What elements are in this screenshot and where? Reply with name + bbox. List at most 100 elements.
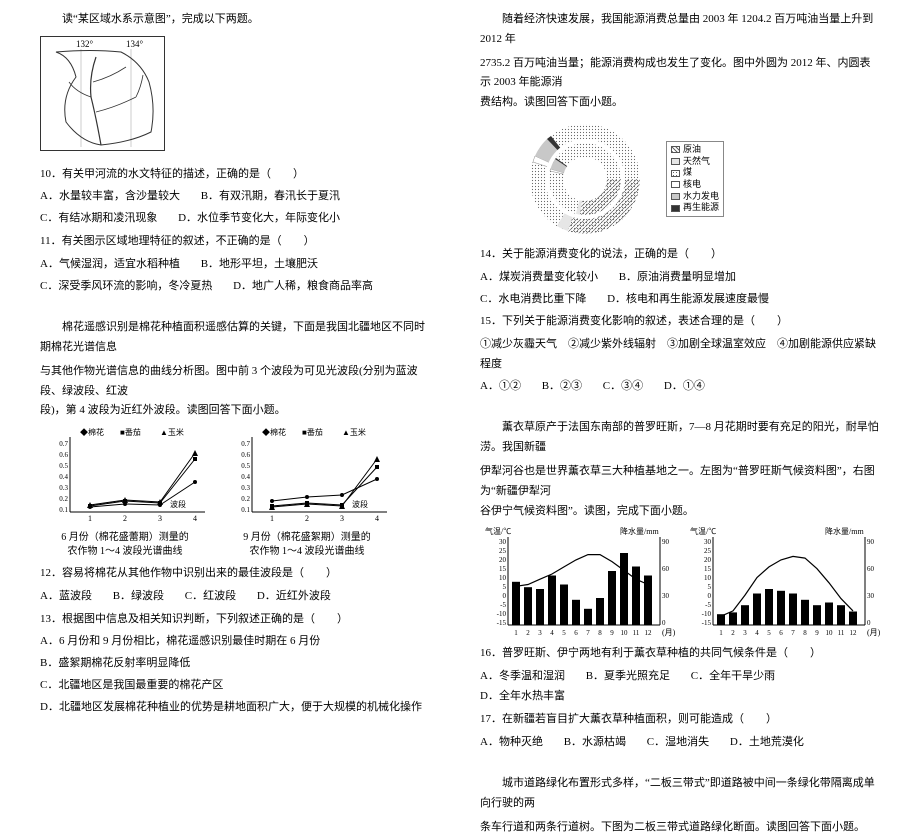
svg-text:气温/℃: 气温/℃ <box>485 526 511 536</box>
river-map-svg: 132° 134° <box>40 36 165 151</box>
r-intro3a: 城市道路绿化布置形式多样，“二板三带式”即道路被中间一条绿化带隔离成单向行驶的两 <box>480 774 880 814</box>
intro-1: 读“某区域水系示意图”，完成以下两题。 <box>40 10 430 30</box>
q14-cd: C．水电消费比重下降 D．核电和再生能源发展速度最慢 <box>480 290 880 310</box>
svg-text:降水量/mm: 降水量/mm <box>825 526 864 536</box>
climate-charts: 气温/℃ 降水量/mm -15-10-50 5101520 2530 03060… <box>480 525 880 640</box>
svg-text:0: 0 <box>708 592 712 600</box>
q16-a: A．冬季温和湿润 <box>480 667 565 687</box>
svg-text:4: 4 <box>375 514 379 522</box>
q13: 13．根据图中信息及相关知识判断，下列叙述正确的是（ ） <box>40 610 430 630</box>
q15-stems: ①减少灰霾天气 ②减少紫外线辐射 ③加剧全球温室效应 ④加剧能源供应紧缺程度 <box>480 335 880 375</box>
q11-d: D．地广人稀，粮食商品率高 <box>233 277 373 297</box>
svg-text:■番茄: ■番茄 <box>302 427 323 437</box>
svg-text:2: 2 <box>305 514 309 522</box>
intro-2a: 棉花遥感识别是棉花种植面积遥感估算的关键，下面是我国北疆地区不同时期棉花光谱信息 <box>40 318 430 358</box>
svg-text:0.4: 0.4 <box>241 473 250 481</box>
svg-text:◆棉花: ◆棉花 <box>80 427 104 437</box>
q11: 11．有关图示区域地理特征的叙述，不正确的是（ ） <box>40 232 430 252</box>
svg-text:1: 1 <box>719 629 723 637</box>
svg-text:9: 9 <box>610 629 614 637</box>
svg-text:8: 8 <box>598 629 602 637</box>
climate-provence-svg: 气温/℃ 降水量/mm -15-10-50 5101520 2530 03060… <box>480 525 675 640</box>
q16-c: C．全年干旱少雨 <box>691 667 775 687</box>
spectral-right: ◆棉花 ■番茄 ▲玉米 0.10.20.3 0.40.50.60.7 1234 <box>222 427 392 558</box>
q12-d: D．近红外波段 <box>257 587 331 607</box>
svg-text:-10: -10 <box>497 610 507 618</box>
svg-text:5: 5 <box>562 629 566 637</box>
spec-left-cap2: 农作物 1～4 波段光谱曲线 <box>40 546 210 558</box>
q14-d: D．核电和再生能源发展速度最慢 <box>607 290 769 310</box>
r-intro1b: 2735.2 百万吨油当量；能源消费构成也发生了变化。图中外圆为 2012 年、… <box>480 54 880 94</box>
q11-b: B．地形平坦，土壤肥沃 <box>201 255 318 275</box>
q13-d: D．北疆地区发展棉花种植业的优势是耕地面积广大，便于大规模的机械化操作 <box>40 698 430 718</box>
q14-ab: A．煤炭消费量变化较小 B．原油消费量明显增加 <box>480 268 880 288</box>
svg-text:0: 0 <box>503 592 507 600</box>
q14-c: C．水电消费比重下降 <box>480 290 586 310</box>
q11-opts-cd: C．深受季风环流的影响，冬冷夏热 D．地广人稀，粮食商品率高 <box>40 277 430 297</box>
svg-text:-5: -5 <box>500 601 506 609</box>
svg-text:20: 20 <box>499 556 507 564</box>
spec-right-cap1: 9 月份（棉花盛絮期）测量的 <box>222 532 392 544</box>
svg-text:波段: 波段 <box>170 499 186 509</box>
svg-text:30: 30 <box>867 592 875 600</box>
spectral-right-svg: ◆棉花 ■番茄 ▲玉米 0.10.20.3 0.40.50.60.7 1234 <box>222 427 392 522</box>
energy-donut-svg <box>510 119 660 239</box>
donut-figure: 原油 天然气 煤 核电 水力发电 再生能源 <box>510 119 880 239</box>
svg-text:0.3: 0.3 <box>59 484 68 492</box>
svg-text:6: 6 <box>574 629 578 637</box>
q12-b: B．绿波段 <box>113 587 164 607</box>
spec-left-cap1: 6 月份（棉花盛蕾期）测量的 <box>40 532 210 544</box>
svg-text:1: 1 <box>88 514 92 522</box>
svg-text:12: 12 <box>850 629 858 637</box>
spec-right-cap2: 农作物 1～4 波段光谱曲线 <box>222 546 392 558</box>
svg-text:15: 15 <box>704 565 712 573</box>
svg-text:6: 6 <box>779 629 783 637</box>
svg-text:0.7: 0.7 <box>59 440 68 448</box>
q15: 15．下列关于能源消费变化影响的叙述，表述合理的是（ ） <box>480 312 880 332</box>
r-intro2c: 谷伊宁气候资料图”。读图，完成下面小题。 <box>480 502 880 522</box>
map-figure: 132° 134° <box>40 36 430 159</box>
svg-text:0.4: 0.4 <box>59 473 68 481</box>
svg-text:0.1: 0.1 <box>241 506 250 514</box>
svg-text:30: 30 <box>499 538 507 546</box>
svg-text:(月): (月) <box>662 628 675 637</box>
svg-text:25: 25 <box>499 547 507 555</box>
svg-text:气温/℃: 气温/℃ <box>690 526 716 536</box>
right-column: 随着经济快速发展，我国能源消费总量由 2003 年 1204.2 百万吨油当量上… <box>480 10 880 641</box>
q10-b: B．有双汛期，春汛长于夏汛 <box>201 187 340 207</box>
svg-text:0.2: 0.2 <box>241 495 250 503</box>
q12: 12．容易将棉花从其他作物中识别出来的最佳波段是（ ） <box>40 564 430 584</box>
left-column: 读“某区域水系示意图”，完成以下两题。 132° 134° 10．有关甲河流的水… <box>40 10 430 641</box>
q14: 14．关于能源消费变化的说法，正确的是（ ） <box>480 245 880 265</box>
svg-text:2: 2 <box>731 629 735 637</box>
svg-text:7: 7 <box>586 629 590 637</box>
spectral-left: ◆棉花 ■番茄 ▲玉米 0.10.20.3 0.40.50.60.7 1234 <box>40 427 210 558</box>
q11-a: A．气候湿润，适宜水稻种植 <box>40 255 180 275</box>
svg-text:5: 5 <box>708 583 712 591</box>
svg-text:1: 1 <box>270 514 274 522</box>
q15-c: C．③④ <box>603 377 643 397</box>
svg-text:4: 4 <box>193 514 197 522</box>
svg-text:3: 3 <box>340 514 344 522</box>
q12-opts: A．蓝波段 B．绿波段 C．红波段 D．近红外波段 <box>40 587 430 607</box>
q10-opts-ab: A．水量较丰富，含沙量较大 B．有双汛期，春汛长于夏汛 <box>40 187 430 207</box>
svg-text:3: 3 <box>158 514 162 522</box>
svg-text:0.2: 0.2 <box>59 495 68 503</box>
q16-opts: A．冬季温和湿润 B．夏季光照充足 C．全年干旱少雨 D．全年水热丰富 <box>480 667 880 707</box>
r-intro3b: 条车行道和两条行道树。下图为二板三带式道路绿化断面。读图回答下面小题。 <box>480 818 880 838</box>
q10-a: A．水量较丰富，含沙量较大 <box>40 187 180 207</box>
q10: 10．有关甲河流的水文特征的描述，正确的是（ ） <box>40 165 430 185</box>
svg-text:9: 9 <box>815 629 819 637</box>
svg-text:5: 5 <box>503 583 507 591</box>
svg-text:0.6: 0.6 <box>241 451 250 459</box>
q16-d: D．全年水热丰富 <box>480 687 565 707</box>
q11-opts-ab: A．气候湿润，适宜水稻种植 B．地形平坦，土壤肥沃 <box>40 255 430 275</box>
svg-text:10: 10 <box>499 574 507 582</box>
q10-d: D．水位季节变化大，年际变化小 <box>178 209 340 229</box>
q15-b: B．②③ <box>542 377 582 397</box>
q12-c: C．红波段 <box>185 587 236 607</box>
svg-text:3: 3 <box>538 629 542 637</box>
r-intro2b: 伊犁河谷也是世界薰衣草三大种植基地之一。左图为“普罗旺斯气候资料图”，右图为“新… <box>480 462 880 502</box>
svg-text:1: 1 <box>514 629 518 637</box>
svg-text:30: 30 <box>662 592 670 600</box>
